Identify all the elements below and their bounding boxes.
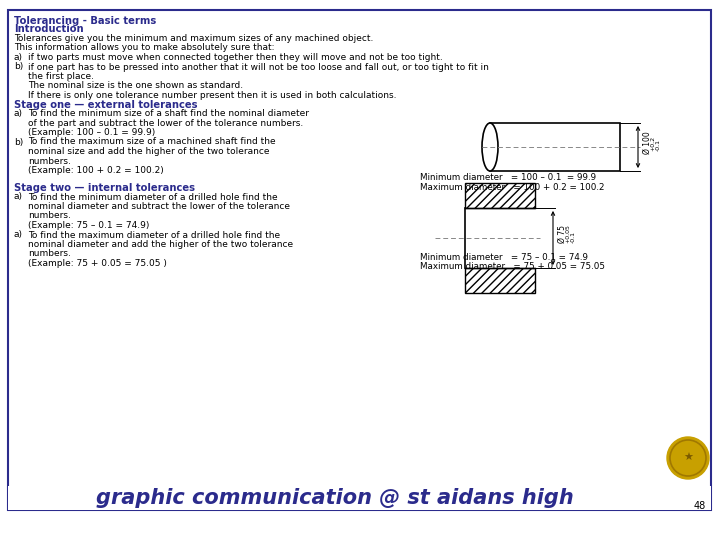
Text: To find the maximum diameter of a drilled hole find the: To find the maximum diameter of a drille… — [28, 231, 280, 240]
Text: numbers.: numbers. — [28, 212, 71, 220]
Circle shape — [674, 444, 702, 472]
Text: a): a) — [14, 53, 23, 62]
Text: (Example: 100 + 0.2 = 100.2): (Example: 100 + 0.2 = 100.2) — [28, 166, 163, 175]
Text: Ø 75: Ø 75 — [558, 225, 567, 243]
Text: a): a) — [14, 192, 23, 201]
Text: a): a) — [14, 109, 23, 118]
Text: 48: 48 — [694, 501, 706, 511]
Text: nominal diameter and add the higher of the two tolerance: nominal diameter and add the higher of t… — [28, 240, 293, 249]
Text: Minimum diameter   = 75 – 0.1 = 74.9: Minimum diameter = 75 – 0.1 = 74.9 — [420, 253, 588, 261]
Text: To find the minimum size of a shaft find the nominal diameter: To find the minimum size of a shaft find… — [28, 109, 309, 118]
Ellipse shape — [482, 123, 498, 171]
Bar — [8, 486, 711, 510]
Text: +0.05
-0.1: +0.05 -0.1 — [565, 225, 576, 244]
Text: This information allows you to make absolutely sure that:: This information allows you to make abso… — [14, 44, 274, 52]
Text: To find the maximum size of a machined shaft find the: To find the maximum size of a machined s… — [28, 138, 276, 146]
Text: If there is only one tolerance number present then it is used in both calculatio: If there is only one tolerance number pr… — [28, 91, 397, 100]
Text: Stage two — internal tolerances: Stage two — internal tolerances — [14, 183, 195, 193]
Text: numbers.: numbers. — [28, 157, 71, 165]
Text: Maximum diameter   = 100 + 0.2 = 100.2: Maximum diameter = 100 + 0.2 = 100.2 — [420, 183, 605, 192]
Text: Tolerancing - Basic terms: Tolerancing - Basic terms — [14, 16, 156, 26]
Text: of the part and subtract the lower of the tolerance numbers.: of the part and subtract the lower of th… — [28, 118, 303, 127]
Circle shape — [667, 437, 709, 479]
Text: if one part has to be pressed into another that it will not be too loose and fal: if one part has to be pressed into anoth… — [28, 63, 489, 71]
Text: +0.2
-0.1: +0.2 -0.1 — [650, 136, 661, 151]
Text: (Example: 75 – 0.1 = 74.9): (Example: 75 – 0.1 = 74.9) — [28, 221, 149, 230]
Text: Tolerances give you the minimum and maximum sizes of any machined object.: Tolerances give you the minimum and maxi… — [14, 34, 374, 43]
Bar — [465, 268, 535, 293]
Text: numbers.: numbers. — [28, 249, 71, 259]
Text: b): b) — [14, 63, 23, 71]
Text: To find the minimum diameter of a drilled hole find the: To find the minimum diameter of a drille… — [28, 192, 278, 201]
Text: nominal size and add the higher of the two tolerance: nominal size and add the higher of the t… — [28, 147, 269, 156]
Text: (Example: 75 + 0.05 = 75.05 ): (Example: 75 + 0.05 = 75.05 ) — [28, 259, 167, 268]
Text: Ø 100: Ø 100 — [643, 132, 652, 154]
Text: nominal diameter and subtract the lower of the tolerance: nominal diameter and subtract the lower … — [28, 202, 290, 211]
Text: the first place.: the first place. — [28, 72, 94, 81]
Text: graphic communication @ st aidans high: graphic communication @ st aidans high — [96, 488, 574, 508]
Text: Introduction: Introduction — [14, 24, 84, 35]
Text: The nominal size is the one shown as standard.: The nominal size is the one shown as sta… — [28, 82, 243, 91]
Text: (Example: 100 – 0.1 = 99.9): (Example: 100 – 0.1 = 99.9) — [28, 128, 156, 137]
Text: ★: ★ — [683, 453, 693, 463]
Text: if two parts must move when connected together then they will move and not be to: if two parts must move when connected to… — [28, 53, 443, 62]
Bar — [490, 123, 620, 171]
Text: b): b) — [14, 138, 23, 146]
Text: Maximum diameter   = 75 + 0.05 = 75.05: Maximum diameter = 75 + 0.05 = 75.05 — [420, 262, 605, 271]
Text: a): a) — [14, 231, 23, 240]
Text: Minimum diameter   = 100 – 0.1  = 99.9: Minimum diameter = 100 – 0.1 = 99.9 — [420, 173, 596, 183]
Bar — [465, 183, 535, 208]
Text: Stage one — external tolerances: Stage one — external tolerances — [14, 99, 197, 110]
